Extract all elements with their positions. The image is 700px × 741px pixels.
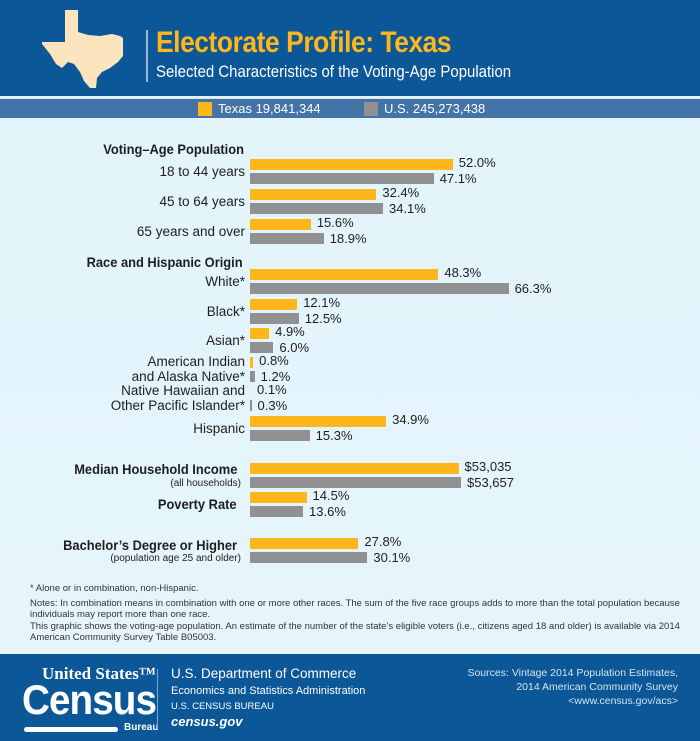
footer: United States™ Census Bureau U.S. Depart… bbox=[0, 654, 700, 741]
bar-us bbox=[250, 506, 304, 517]
footer-divider bbox=[157, 669, 158, 729]
section-title-race: Race and Hispanic Origin bbox=[86, 254, 243, 270]
bar-texas bbox=[250, 299, 298, 310]
value-label-texas: 34.9% bbox=[392, 412, 429, 427]
logo-census: Census bbox=[22, 676, 157, 723]
category-label: Black* bbox=[206, 304, 245, 319]
bar-texas bbox=[250, 269, 439, 280]
bar-us bbox=[250, 173, 434, 184]
bar-us bbox=[250, 283, 509, 294]
bar-us bbox=[250, 477, 461, 488]
census-gov-link[interactable]: census.gov bbox=[171, 714, 243, 729]
value-label-texas: 27.8% bbox=[364, 534, 402, 549]
value-label-us: 13.6% bbox=[309, 504, 346, 519]
texas-map-icon bbox=[42, 10, 123, 88]
value-label-texas: 0.1% bbox=[257, 382, 287, 397]
page-title: Electorate Profile: Texas bbox=[156, 26, 452, 59]
value-label-us: 12.5% bbox=[304, 311, 342, 326]
value-label-texas: 15.6% bbox=[316, 215, 354, 230]
category-label: Hispanic bbox=[193, 421, 245, 436]
category-label: 65 years and over bbox=[136, 224, 245, 239]
bar-us bbox=[250, 313, 299, 324]
value-label-us: 34.1% bbox=[388, 201, 426, 216]
bar-texas bbox=[250, 219, 311, 230]
footnote-notes: Notes: In combination means in combinati… bbox=[30, 598, 680, 620]
bar-us bbox=[250, 233, 324, 244]
logo-bureau: Bureau bbox=[124, 722, 159, 733]
legend-item-texas: Texas 19,841,344 bbox=[198, 101, 321, 116]
section-subtitle-bachelor: (population age 25 and older) bbox=[110, 553, 241, 564]
section-subtitle-income: (all households) bbox=[170, 478, 241, 489]
value-label-texas: 52.0% bbox=[458, 155, 496, 170]
esa-name: Economics and Statistics Administration bbox=[171, 685, 366, 697]
bar-texas bbox=[250, 492, 307, 503]
footnote-graphic: This graphic shows the voting-age popula… bbox=[30, 621, 680, 643]
section-title-income: Median Household Income bbox=[73, 461, 237, 477]
category-label: Native Hawaiian and Other Pacific Islande… bbox=[110, 383, 245, 413]
value-label-texas: 14.5% bbox=[312, 488, 350, 503]
legend-item-us: U.S. 245,273,438 bbox=[364, 101, 485, 116]
logo-underline bbox=[24, 727, 118, 732]
section-title-voting-age: Voting–Age Population bbox=[103, 141, 244, 157]
bar-texas bbox=[250, 416, 387, 427]
legend-swatch-us bbox=[364, 101, 378, 116]
value-label-texas: 0.8% bbox=[259, 353, 289, 368]
header: Electorate Profile: Texas Selected Chara… bbox=[0, 0, 700, 96]
bar-us bbox=[250, 371, 255, 382]
section-title-bachelor: Bachelor’s Degree or Higher bbox=[63, 537, 237, 553]
category-label: 18 to 44 years bbox=[159, 164, 245, 179]
value-label-texas: 32.4% bbox=[382, 185, 420, 200]
section-title-poverty: Poverty Rate bbox=[158, 496, 237, 512]
legend-swatch-texas bbox=[198, 101, 212, 116]
legend-label-us: U.S. 245,273,438 bbox=[384, 101, 486, 116]
value-label-us: 6.0% bbox=[279, 340, 310, 355]
value-label-us: 66.3% bbox=[514, 281, 552, 296]
category-label: 45 to 64 years bbox=[159, 194, 245, 209]
bar-us bbox=[250, 342, 274, 353]
bar-texas bbox=[250, 463, 459, 474]
bar-texas bbox=[250, 357, 254, 368]
bar-us bbox=[250, 430, 310, 441]
value-label-texas: $53,035 bbox=[464, 459, 512, 474]
title-divider bbox=[146, 30, 148, 82]
sources-line-1: Sources: Vintage 2014 Population Estimat… bbox=[467, 667, 678, 679]
value-label-us: 0.3% bbox=[257, 398, 288, 413]
category-label: American Indian and Alaska Native* bbox=[131, 354, 245, 384]
value-label-texas: 48.3% bbox=[444, 265, 482, 280]
legend-label-texas: Texas 19,841,344 bbox=[218, 101, 321, 116]
bar-texas bbox=[250, 328, 270, 339]
value-label-us: 15.3% bbox=[315, 428, 353, 443]
sources-link[interactable]: <www.census.gov/acs> bbox=[568, 695, 678, 707]
bar-texas bbox=[250, 159, 453, 170]
sources: Sources: Vintage 2014 Population Estimat… bbox=[467, 666, 678, 708]
value-label-texas: 12.1% bbox=[303, 295, 341, 310]
category-label: White* bbox=[205, 274, 245, 289]
value-label-us: 30.1% bbox=[373, 550, 411, 565]
value-label-us: 47.1% bbox=[439, 171, 477, 186]
value-label-texas: 4.9% bbox=[275, 324, 305, 339]
sources-line-2: 2014 American Community Survey bbox=[516, 681, 678, 693]
bar-texas bbox=[250, 189, 377, 200]
value-label-us: 1.2% bbox=[260, 369, 291, 384]
legend: Texas 19,841,344 U.S. 245,273,438 bbox=[0, 98, 700, 118]
category-label: Asian* bbox=[205, 333, 245, 348]
bar-texas bbox=[250, 386, 251, 397]
bar-us bbox=[250, 552, 368, 563]
bureau-name: U.S. CENSUS BUREAU bbox=[171, 701, 274, 712]
logo-united-states: United States™ bbox=[42, 664, 156, 683]
bar-us bbox=[250, 203, 383, 214]
bar-texas bbox=[250, 538, 359, 549]
value-label-us: 18.9% bbox=[329, 231, 367, 246]
value-label-us: $53,657 bbox=[467, 475, 514, 490]
footnote-asterisk: * Alone or in combination, non-Hispanic. bbox=[30, 583, 199, 594]
page-subtitle: Selected Characteristics of the Voting-A… bbox=[156, 62, 512, 81]
dept-name: U.S. Department of Commerce bbox=[171, 666, 357, 681]
bar-us bbox=[250, 400, 252, 411]
